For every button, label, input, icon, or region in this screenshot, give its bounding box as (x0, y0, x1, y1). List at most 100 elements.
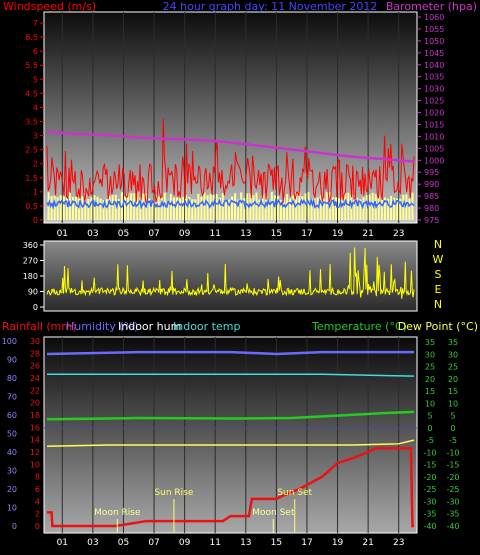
dew-y-tick: -40 (446, 522, 459, 531)
direction-y-tick: 180 (23, 272, 38, 281)
baro-y-tick: 995 (424, 168, 439, 177)
wind-bar (71, 196, 74, 220)
climate-x-tick: 21 (362, 538, 373, 548)
wind-bar (194, 199, 197, 220)
wind-bar (408, 198, 411, 220)
wind-bar (102, 199, 105, 220)
humidity-line (46, 350, 414, 356)
temp-y-tick: 20 (425, 375, 435, 384)
wind-x-tick: 15 (271, 229, 282, 239)
climate-x-tick: 01 (57, 538, 68, 548)
wind-bar (252, 195, 255, 220)
baro-y-tick: 1050 (424, 37, 444, 46)
wind-bar (81, 196, 84, 220)
event-label: Sun Set (277, 488, 312, 498)
compass-label: N (434, 238, 442, 251)
wind-bar (62, 195, 65, 220)
wind-bar (200, 196, 203, 220)
baro-y-tick: 1060 (424, 13, 444, 22)
rainfall-line (47, 447, 414, 528)
wind-y-tick: 3 (33, 132, 38, 141)
wind-bar (286, 194, 289, 220)
wind-bar (307, 192, 310, 220)
wind-y-tick: 5 (33, 75, 38, 84)
wind-bar (99, 198, 102, 220)
wind-bar (185, 194, 188, 220)
baro-y-tick: 1020 (424, 109, 444, 118)
temp-y-tick: 35 (425, 338, 435, 347)
dew-y-tick: 30 (448, 350, 458, 359)
wind-y-tick: 6.5 (25, 33, 38, 42)
climate-x-tick: 15 (271, 538, 282, 548)
dewpoint-legend: Dew Point (°C) (398, 320, 478, 333)
temp-y-tick: -15 (423, 461, 436, 470)
wind-bar (114, 194, 117, 220)
climate-x-tick: 05 (118, 538, 129, 548)
wind-bar (172, 197, 175, 220)
wind-bar (87, 199, 90, 220)
wind-bar (139, 197, 142, 220)
wind-bar (383, 197, 386, 220)
wind-bar (206, 195, 209, 220)
wind-bar (130, 193, 133, 220)
wind-bar (344, 192, 347, 220)
wind-bar (411, 192, 414, 220)
wind-y-tick: 4.5 (25, 89, 38, 98)
wind-y-tick: 0.5 (25, 202, 38, 211)
direction-y-tick: 270 (23, 257, 38, 266)
indoor-hum-legend: Indoor hum (118, 320, 181, 333)
wind-bar (231, 196, 234, 220)
direction-y-tick: 90 (28, 288, 38, 297)
baro-y-tick: 1040 (424, 61, 444, 70)
wind-y-tick: 3.5 (25, 118, 38, 127)
rain-y-tick: 18 (30, 411, 40, 420)
wind-bar (237, 199, 240, 220)
wind-y-tick: 5.5 (25, 61, 38, 70)
event-label: Sun Rise (154, 488, 193, 498)
wind-plot-area (43, 11, 418, 224)
temp-y-tick: -40 (423, 522, 436, 531)
climate-x-tick: 23 (393, 538, 404, 548)
dew-y-tick: 0 (450, 424, 455, 433)
rain-y-tick: 8 (35, 473, 40, 482)
dewpoint-line (46, 439, 415, 448)
baro-y-tick: 1000 (424, 156, 444, 165)
baro-y-tick: 1005 (424, 144, 444, 153)
humidity-y-tick: 60 (7, 411, 17, 420)
wind-bar (123, 196, 126, 220)
chart-title: 24 hour graph day: 11 November 2012 (163, 0, 378, 13)
wind-bar (160, 198, 163, 220)
rain-y-tick: 28 (30, 349, 40, 358)
wind-bar (353, 194, 356, 220)
wind-bar (377, 196, 380, 220)
climate-x-tick: 07 (148, 538, 159, 548)
wind-bar (283, 197, 286, 220)
wind-bar (78, 197, 81, 220)
wind-bar (84, 193, 87, 220)
wind-bar (50, 196, 53, 220)
wind-bar (59, 195, 62, 220)
windspeed-avg-line (46, 197, 415, 210)
humidity-y-tick: 80 (7, 374, 17, 383)
temp-y-tick: -25 (423, 485, 436, 494)
dew-y-tick: -30 (446, 497, 459, 506)
wind-bar (221, 193, 224, 220)
baro-y-tick: 1030 (424, 85, 444, 94)
humidity-legend: Humidity (%) (66, 320, 138, 333)
humidity-y-tick: 90 (7, 356, 17, 365)
wind-bar (243, 198, 246, 220)
wind-bar (365, 195, 368, 220)
dew-y-tick: 10 (448, 399, 458, 408)
dew-y-tick: -35 (446, 510, 459, 519)
wind-x-tick: 17 (301, 229, 312, 239)
wind-bar (111, 194, 114, 220)
climate-x-tick: 03 (87, 538, 98, 548)
temp-y-tick: 10 (425, 399, 435, 408)
temp-y-tick: 30 (425, 350, 435, 359)
wind-bar (267, 199, 270, 220)
dew-y-tick: 35 (448, 338, 458, 347)
wind-bar (148, 198, 151, 220)
temp-y-tick: -35 (423, 510, 436, 519)
wind-y-tick: 1.5 (25, 174, 38, 183)
wind-x-tick: 19 (332, 229, 344, 239)
